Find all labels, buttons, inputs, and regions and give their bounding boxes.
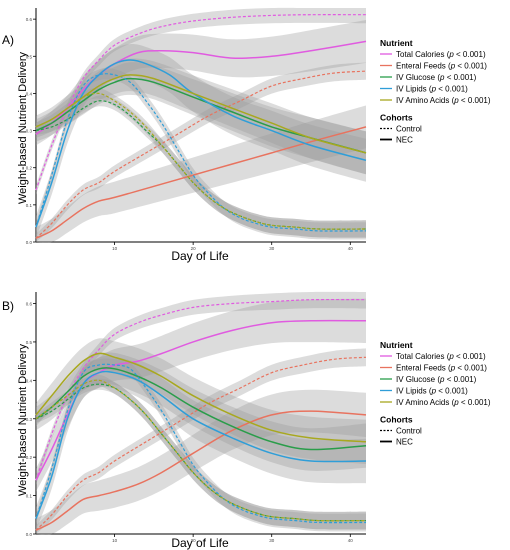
- legend-cohort-control: Control: [396, 427, 422, 436]
- panel-b-plot: 0.0 0.1 0.2 0.3 0.4 0.5 0.6 10 20 30 40: [26, 291, 367, 543]
- panel-a-band-iv-amino-acids-nec: [36, 58, 366, 175]
- panel-b-line-enteral-feeds-control: [35, 356, 367, 531]
- panel-b-y-tick-label: 0.5: [26, 340, 33, 345]
- panel-b-band-total-calories-nec: [36, 298, 366, 492]
- panel-a-line-iv-glucose-control: [35, 100, 367, 230]
- panel-a-band-total-calories-nec: [36, 20, 366, 146]
- panel-b-band-iv-lipids-control: [36, 358, 366, 532]
- panel-a-legend: Nutrient Total Calories (p < 0.001) Entera…: [380, 38, 491, 145]
- panel-a-line-iv-glucose-nec: [35, 77, 367, 154]
- legend-item-iv-lipids: IV Lipids (p < 0.001): [396, 85, 468, 94]
- panel-a-ylabel: Weight-based Nutrient Delivery: [17, 51, 29, 204]
- panel-a-lines: [35, 14, 367, 239]
- panel-a-line-iv-amino-acids-nec: [35, 74, 367, 154]
- panel-a-band-iv-glucose-control: [36, 95, 366, 238]
- legend-item-enteral-feeds: Enteral Feeds (p < 0.001): [396, 62, 487, 71]
- panel-b-x-tick-label: 40: [348, 538, 354, 543]
- panel-b-y-tick-label: 0.2: [26, 455, 33, 460]
- legend-cohorts-title: Cohorts: [380, 113, 413, 123]
- panel-b-y-tick-label: 0.0: [26, 532, 33, 537]
- panel-a-y-tick-label: 0.4: [26, 91, 33, 96]
- panel-b-line-iv-amino-acids-control: [35, 379, 367, 522]
- panel-b-line-iv-lipids-nec: [35, 370, 367, 519]
- panel-a-x-tick-label: 40: [348, 246, 354, 251]
- panel-a-x-tick-label: 10: [112, 246, 118, 251]
- panel-b-y-tick-label: 0.4: [26, 378, 33, 383]
- panel-a-band-enteral-feeds-nec: [36, 105, 366, 243]
- panel-b-y-tick-label: 0.6: [26, 302, 33, 307]
- legend-cohort-control: Control: [396, 125, 422, 134]
- panel-a-x-tick-label: 20: [191, 246, 197, 251]
- panel-a-band-iv-amino-acids-control: [36, 87, 366, 238]
- panel-b-legend: Nutrient Total Calories (p < 0.001) Entera…: [380, 340, 491, 447]
- panel-b-xlabel: Day of Life: [171, 536, 229, 550]
- legend-cohorts-title: Cohorts: [380, 415, 413, 425]
- panel-b-band-iv-lipids-nec: [36, 355, 366, 531]
- legend-nutrient-title: Nutrient: [380, 340, 413, 350]
- legend-item-iv-glucose: IV Glucose (p < 0.001): [396, 73, 477, 82]
- panel-b-line-enteral-feeds-nec: [35, 410, 367, 531]
- panel-b-x-tick-label: 10: [112, 538, 118, 543]
- panel-b-y-tick-label: 0.1: [26, 494, 33, 499]
- legend-cohort-nec: NEC: [396, 136, 413, 145]
- panel-a-x-tick-label: 30: [269, 246, 275, 251]
- panel-b-band-enteral-feeds-nec: [36, 389, 366, 535]
- panel-a-line-iv-lipids-nec: [35, 59, 367, 228]
- panel-a-y-tick-label: 0.5: [26, 54, 33, 59]
- panel-b-x-tick-label: 20: [191, 538, 197, 543]
- legend-item-iv-glucose: IV Glucose (p < 0.001): [396, 375, 477, 384]
- panel-a-line-enteral-feeds-nec: [35, 126, 367, 239]
- legend-item-total-calories: Total Calories (p < 0.001): [396, 50, 486, 59]
- panel-a-y-tick-label: 0.1: [26, 203, 33, 208]
- panel-a-label: A): [2, 33, 14, 47]
- panel-b-ylabel: Weight-based Nutrient Delivery: [17, 343, 29, 496]
- panel-a-y-tick-label: 0.0: [26, 240, 33, 245]
- panel-b: B) Weight-based Nutrient Delivery Day of…: [2, 291, 367, 550]
- panel-a-xlabel: Day of Life: [171, 249, 229, 263]
- panel-b-y-tick-label: 0.3: [26, 417, 33, 422]
- panel-b-line-total-calories-nec: [35, 319, 367, 481]
- panel-b-lines: [35, 298, 367, 531]
- legend-nutrient-title: Nutrient: [380, 38, 413, 48]
- panel-a-line-enteral-feeds-control: [35, 70, 367, 239]
- panel-b-label: B): [2, 299, 14, 313]
- panel-b-line-iv-amino-acids-nec: [35, 352, 367, 443]
- legend-cohort-nec: NEC: [396, 438, 413, 447]
- panel-a: A) Weight-based Nutrient Delivery Day of…: [2, 7, 367, 263]
- legend-item-iv-amino-acids: IV Amino Acids (p < 0.001): [396, 96, 491, 105]
- legend-item-total-calories: Total Calories (p < 0.001): [396, 352, 486, 361]
- legend-item-iv-lipids: IV Lipids (p < 0.001): [396, 387, 468, 396]
- panel-b-line-iv-glucose-nec: [35, 367, 367, 451]
- panel-a-line-iv-lipids-control: [35, 73, 367, 232]
- panel-a-plot: 0.0 0.1 0.2 0.3 0.4 0.5 0.6 10 20 30 40: [26, 7, 367, 251]
- panel-b-line-iv-lipids-control: [35, 363, 367, 524]
- panel-a-y-tick-label: 0.6: [26, 17, 33, 22]
- panel-b-x-tick-label: 30: [269, 538, 275, 543]
- legend-item-enteral-feeds: Enteral Feeds (p < 0.001): [396, 364, 487, 373]
- panel-a-y-tick-label: 0.3: [26, 129, 33, 134]
- panel-b-line-total-calories-control: [35, 298, 367, 481]
- panel-b-band-enteral-feeds-control: [36, 348, 366, 534]
- legend-item-iv-amino-acids: IV Amino Acids (p < 0.001): [396, 398, 491, 407]
- panel-a-y-tick-label: 0.2: [26, 166, 33, 171]
- panel-a-band-iv-glucose-nec: [36, 62, 366, 175]
- panel-a-band-enteral-feeds-control: [36, 62, 366, 242]
